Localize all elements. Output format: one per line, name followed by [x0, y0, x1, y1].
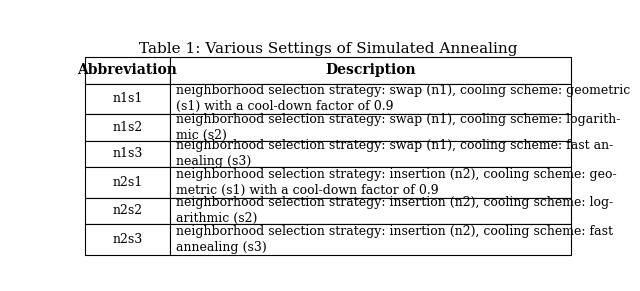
- Text: Description: Description: [325, 63, 416, 77]
- Bar: [170, 198, 571, 224]
- Text: neighborhood selection strategy: swap (n1), cooling scheme: fast an-
nealing (s3: neighborhood selection strategy: swap (n…: [176, 139, 613, 168]
- Text: neighborhood selection strategy: swap (n1), cooling scheme: logarith-
mic (s2): neighborhood selection strategy: swap (n…: [176, 113, 620, 142]
- Bar: [85, 114, 170, 141]
- Text: neighborhood selection strategy: insertion (n2), cooling scheme: geo-
metric (s1: neighborhood selection strategy: inserti…: [176, 168, 616, 197]
- Text: n1s2: n1s2: [113, 121, 143, 134]
- Bar: [170, 167, 571, 198]
- Text: n2s3: n2s3: [113, 233, 143, 246]
- Text: n1s3: n1s3: [112, 147, 143, 160]
- Bar: [85, 141, 170, 167]
- Text: neighborhood selection strategy: swap (n1), cooling scheme: geometric
(s1) with : neighborhood selection strategy: swap (n…: [176, 84, 630, 113]
- Bar: [170, 224, 571, 255]
- Bar: [85, 167, 170, 198]
- Bar: [85, 198, 170, 224]
- Bar: [85, 224, 170, 255]
- Bar: [85, 84, 170, 114]
- Bar: [170, 141, 571, 167]
- Bar: [170, 57, 571, 84]
- Text: n1s1: n1s1: [112, 93, 143, 105]
- Text: n2s1: n2s1: [113, 176, 143, 189]
- Text: Table 1: Various Settings of Simulated Annealing: Table 1: Various Settings of Simulated A…: [139, 42, 517, 56]
- Text: neighborhood selection strategy: insertion (n2), cooling scheme: fast
annealing : neighborhood selection strategy: inserti…: [176, 225, 613, 254]
- Bar: [170, 114, 571, 141]
- Text: neighborhood selection strategy: insertion (n2), cooling scheme: log-
arithmic (: neighborhood selection strategy: inserti…: [176, 196, 613, 225]
- Bar: [170, 84, 571, 114]
- Text: n2s2: n2s2: [113, 204, 143, 217]
- Bar: [85, 57, 170, 84]
- Text: Abbreviation: Abbreviation: [77, 63, 177, 77]
